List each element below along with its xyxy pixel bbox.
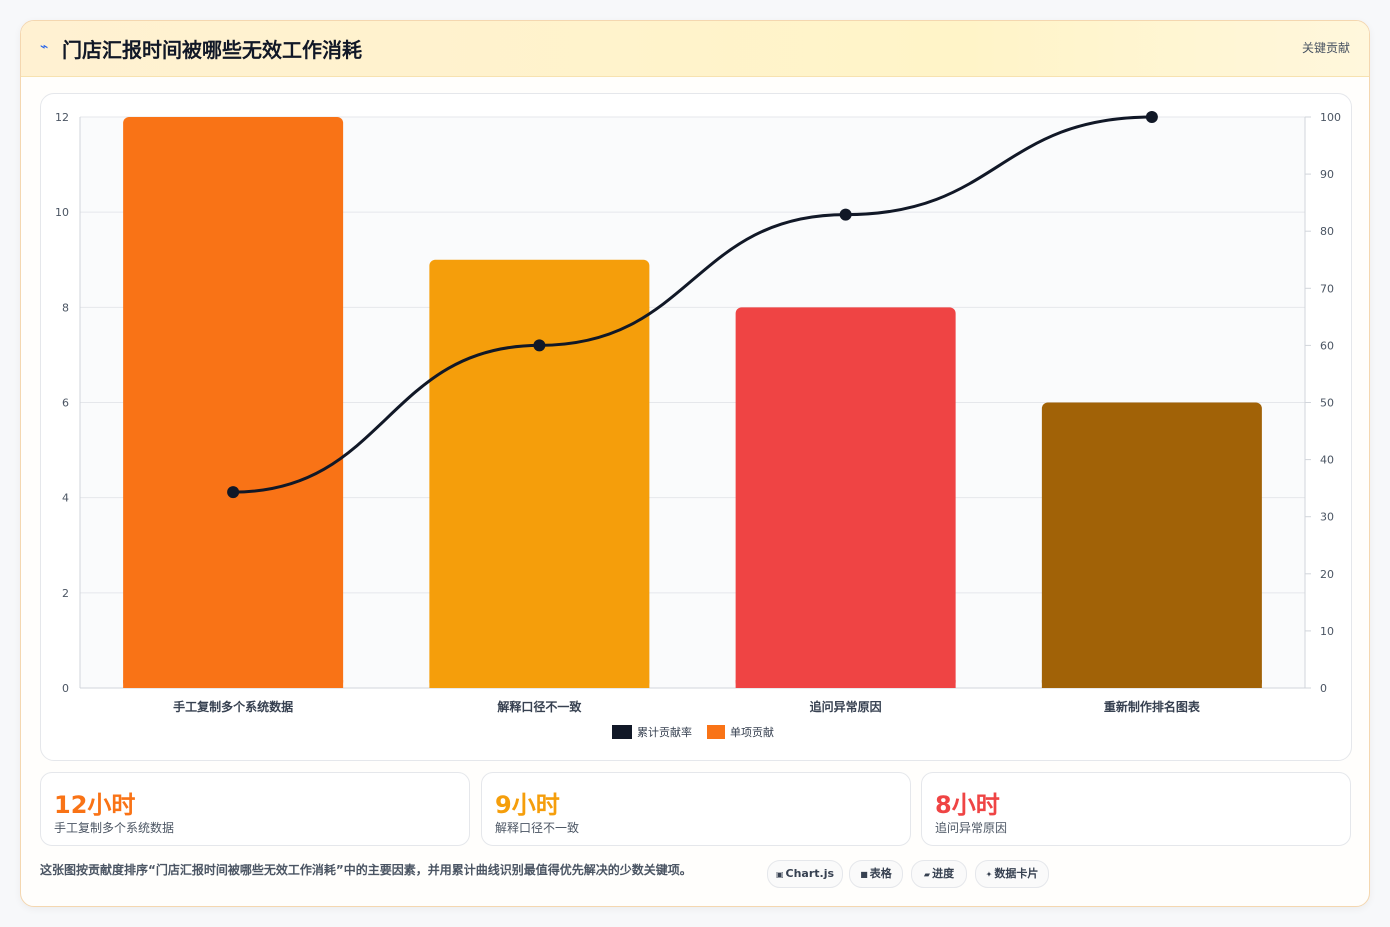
right-axis-tick-label: 90: [1320, 168, 1334, 181]
legend-swatch: [707, 725, 725, 739]
right-axis-tick-label: 50: [1320, 397, 1334, 410]
stat-label: 解释口径不一致: [495, 821, 580, 835]
right-axis-tick-label: 100: [1320, 111, 1341, 124]
cumulative-point: [227, 486, 240, 499]
progress-button-label: 进度: [932, 867, 955, 880]
right-axis-tick-label: 40: [1320, 454, 1334, 467]
bar: [429, 259, 650, 688]
right-axis-tick-label: 10: [1320, 625, 1334, 638]
right-axis-tick-label: 20: [1320, 568, 1334, 581]
table-icon: ■: [860, 870, 868, 879]
chart-description: 这张图按贡献度排序“门店汇报时间被哪些无效工作消耗”中的主要因素，并用累计曲线识…: [40, 863, 692, 877]
legend-label: 累计贡献率: [637, 725, 692, 739]
right-axis-tick-label: 60: [1320, 339, 1334, 352]
pareto-chart: 0 2 4 6 8 10 12 0 10 20 30 40 50 60 70 80 90 100 手工复制多个系统数…: [55, 111, 1341, 739]
page-title: 门店汇报时间被哪些无效工作消耗: [62, 38, 362, 62]
right-axis-tick-label: 0: [1320, 682, 1327, 695]
chart-icon: ▣: [775, 870, 784, 879]
stat-value: 12小时: [54, 791, 136, 819]
bar-base: [1041, 680, 1262, 688]
data-card-button[interactable]: ✦ 数据卡片: [975, 860, 1049, 888]
left-axis-tick-label: 12: [55, 111, 69, 124]
right-axis-tick-label: 80: [1320, 225, 1334, 238]
stat-card: 9小时 解释口径不一致: [481, 772, 911, 846]
x-axis-tick-label: 追问异常原因: [810, 699, 882, 714]
chartjs-button[interactable]: ▣ Chart.js: [767, 860, 843, 888]
bar-base: [123, 680, 344, 688]
bar-base: [429, 680, 650, 688]
progress-icon: ▰: [923, 870, 931, 879]
left-axis-tick-label: 6: [62, 397, 69, 410]
lightning-icon: ⌁: [40, 39, 49, 55]
data-card-button-label: 数据卡片: [994, 867, 1039, 880]
pareto-card: ⌁ 门店汇报时间被哪些无效工作消耗 关键贡献 0 2 4 6 8 10 12 0 10 20 30 4…: [20, 20, 1370, 907]
bar: [123, 117, 344, 688]
cumulative-point: [1145, 111, 1158, 123]
cumulative-line: [233, 115, 1152, 494]
cumulative-point: [839, 208, 852, 221]
bar: [735, 307, 956, 688]
key-contribution-label: 关键贡献: [1301, 41, 1350, 55]
x-axis-tick-label: 重新制作排名图表: [1104, 699, 1201, 714]
stat-value: 9小时: [495, 791, 560, 819]
sparkle-icon: ✦: [985, 870, 993, 879]
left-axis-tick-label: 4: [62, 492, 69, 505]
left-axis-tick-label: 0: [62, 682, 69, 695]
stat-card: 8小时 追问异常原因: [921, 772, 1351, 846]
right-axis-tick-label: 30: [1320, 511, 1334, 524]
card-header: ⌁ 门店汇报时间被哪些无效工作消耗 关键贡献: [21, 21, 1369, 77]
x-axis-tick-label: 解释口径不一致: [497, 699, 582, 714]
right-axis-tick-label: 70: [1320, 282, 1334, 295]
table-button[interactable]: ■ 表格: [849, 860, 903, 888]
stat-card: 12小时 手工复制多个系统数据: [40, 772, 470, 846]
stat-label: 手工复制多个系统数据: [54, 821, 175, 835]
chartjs-button-label: Chart.js: [785, 867, 835, 880]
left-axis-tick-label: 2: [62, 587, 69, 600]
bar: [1041, 402, 1262, 688]
stat-label: 追问异常原因: [935, 821, 1008, 835]
left-axis-tick-label: 10: [55, 206, 69, 219]
chart-panel: 0 2 4 6 8 10 12 0 10 20 30 40 50 60 70 80 90 100 手工复制多个系统数…: [40, 93, 1352, 761]
cumulative-point: [533, 339, 546, 352]
progress-button[interactable]: ▰ 进度: [911, 860, 967, 888]
legend-swatch: [612, 725, 632, 739]
legend-label: 单项贡献: [730, 725, 774, 739]
x-axis-tick-label: 手工复制多个系统数据: [173, 699, 293, 714]
bar-base: [735, 680, 956, 688]
left-axis-tick-label: 8: [62, 301, 69, 314]
stat-value: 8小时: [935, 791, 1000, 819]
table-button-label: 表格: [869, 867, 892, 880]
